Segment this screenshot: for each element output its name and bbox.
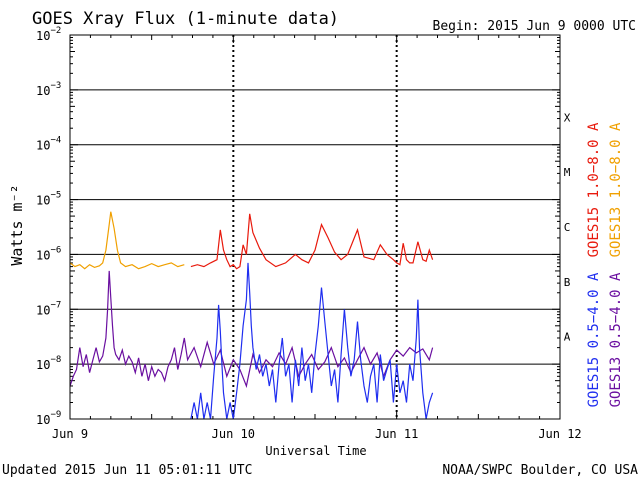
y-tick-label: 10−2	[36, 26, 61, 43]
legend-entry: GOES13 1.0−8.0 A	[608, 122, 624, 257]
x-tick-label: Jun 10	[212, 427, 255, 441]
legend-entry: GOES15 0.5−4.0 A	[586, 272, 602, 407]
y-tick-label: 10−6	[36, 245, 61, 262]
begin-timestamp: Begin: 2015 Jun 9 0000 UTC	[433, 19, 637, 34]
y-axis-label: Watts m⁻²	[8, 184, 26, 265]
series-line	[190, 262, 434, 420]
legend-entry: GOES15 1.0−8.0 A	[586, 122, 602, 257]
y-tick-label: 10−4	[36, 136, 61, 153]
x-tick-label: Jun 12	[538, 427, 581, 441]
plot-frame	[69, 34, 561, 420]
flare-class-label: B	[564, 276, 571, 289]
series-line	[69, 211, 185, 270]
flare-class-label: C	[564, 221, 571, 234]
y-tick-label: 10−5	[36, 191, 61, 208]
flare-class-label: X	[564, 111, 571, 124]
updated-timestamp: Updated 2015 Jun 11 05:01:11 UTC	[2, 463, 252, 478]
x-tick-label: Jun 9	[52, 427, 88, 441]
x-tick-label: Jun 11	[375, 427, 418, 441]
series-line	[190, 213, 434, 270]
y-tick-label: 10−3	[36, 81, 61, 98]
plot-area: 10−9 10−8 10−7 10−6 10−5 10−4 10−3 10−2 Jun 9 Jun…	[36, 26, 624, 441]
y-tick-label: 10−8	[36, 355, 61, 372]
y-tick-label: 10−9	[36, 410, 61, 427]
legend-entry: GOES13 0.5−4.0 A	[608, 272, 624, 407]
flare-class-label: A	[564, 331, 571, 344]
chart-title: GOES Xray Flux (1-minute data)	[32, 9, 339, 29]
credit-label: NOAA/SWPC Boulder, CO USA	[442, 463, 638, 478]
x-axis-label: Universal Time	[265, 444, 366, 458]
y-tick-label: 10−7	[36, 300, 61, 317]
flare-class-label: M	[564, 166, 571, 179]
